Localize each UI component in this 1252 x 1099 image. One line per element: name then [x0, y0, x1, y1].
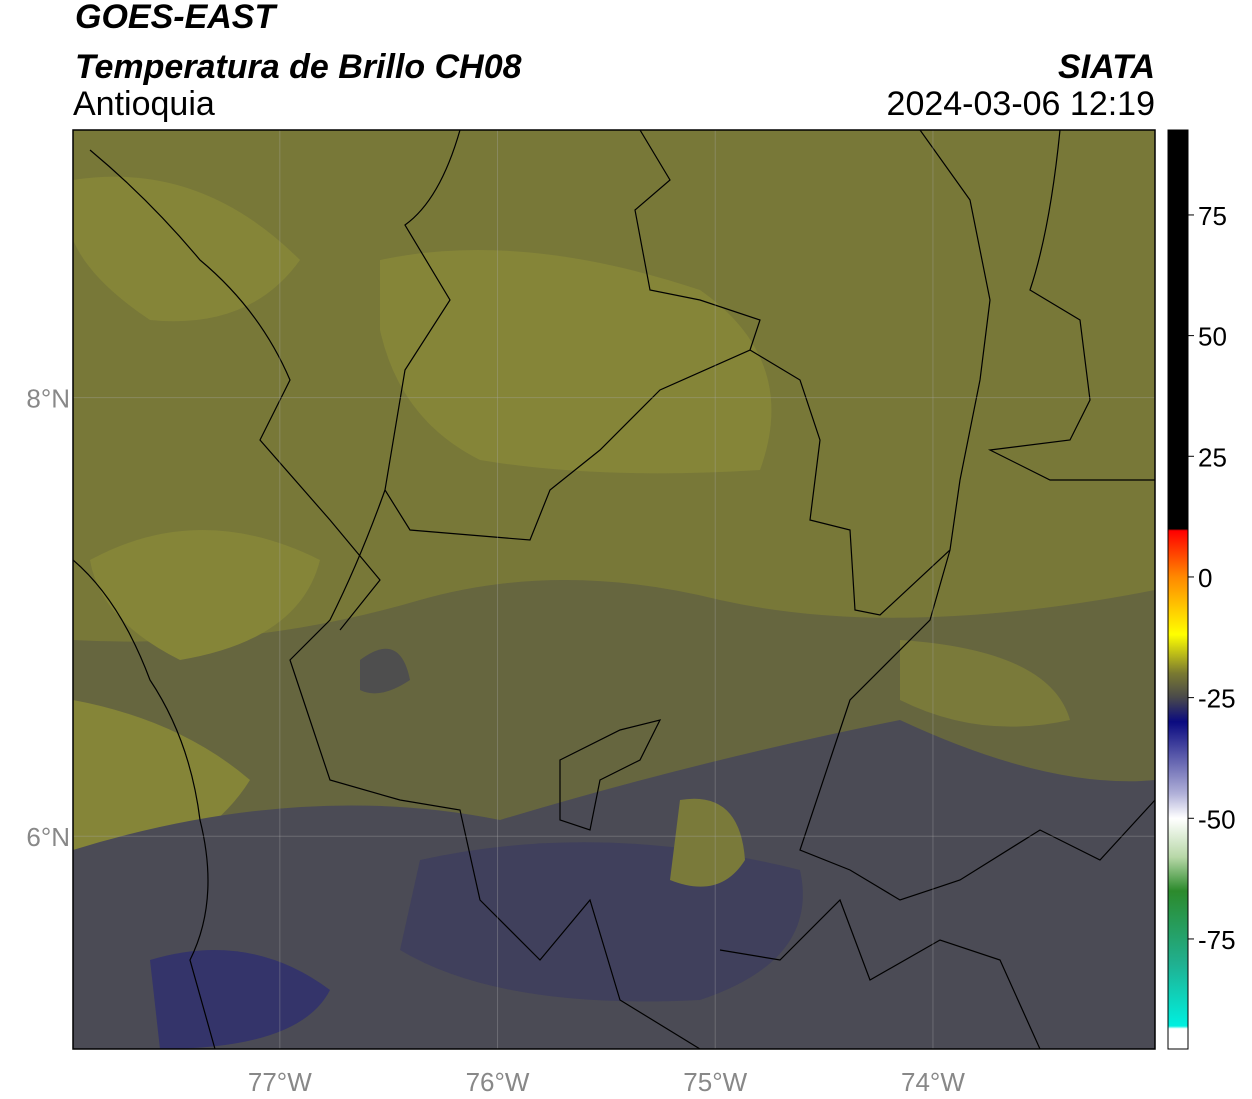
colorbar-tick-label: 75: [1198, 201, 1227, 231]
title: GOES-EAST: [75, 0, 278, 36]
x-tick-label: 77°W: [248, 1067, 312, 1097]
colorbar-tick-label: -50: [1198, 804, 1236, 834]
x-tick-label: 74°W: [901, 1067, 965, 1097]
x-tick-label: 75°W: [683, 1067, 747, 1097]
colorbar-tick-label: -25: [1198, 684, 1236, 714]
subtitle: Temperatura de Brillo CH08: [75, 48, 522, 86]
timestamp: 2024-03-06 12:19: [887, 85, 1155, 123]
colorbar-tick-label: 50: [1198, 322, 1227, 352]
x-tick-label: 76°W: [466, 1067, 530, 1097]
map-frame: [72, 129, 1156, 1050]
y-tick-label: 6°N: [26, 822, 70, 852]
colorbar-tick-label: -75: [1198, 925, 1236, 955]
graticule: [73, 130, 1155, 1049]
source: SIATA: [1058, 48, 1155, 86]
colorbar-tick-label: 25: [1198, 442, 1227, 472]
colorbar-tick-label: 0: [1198, 563, 1212, 593]
map-imagery: [73, 130, 1155, 1049]
region: Antioquia: [73, 85, 215, 123]
y-tick-label: 8°N: [26, 384, 70, 414]
colorbar: [1167, 129, 1189, 1050]
